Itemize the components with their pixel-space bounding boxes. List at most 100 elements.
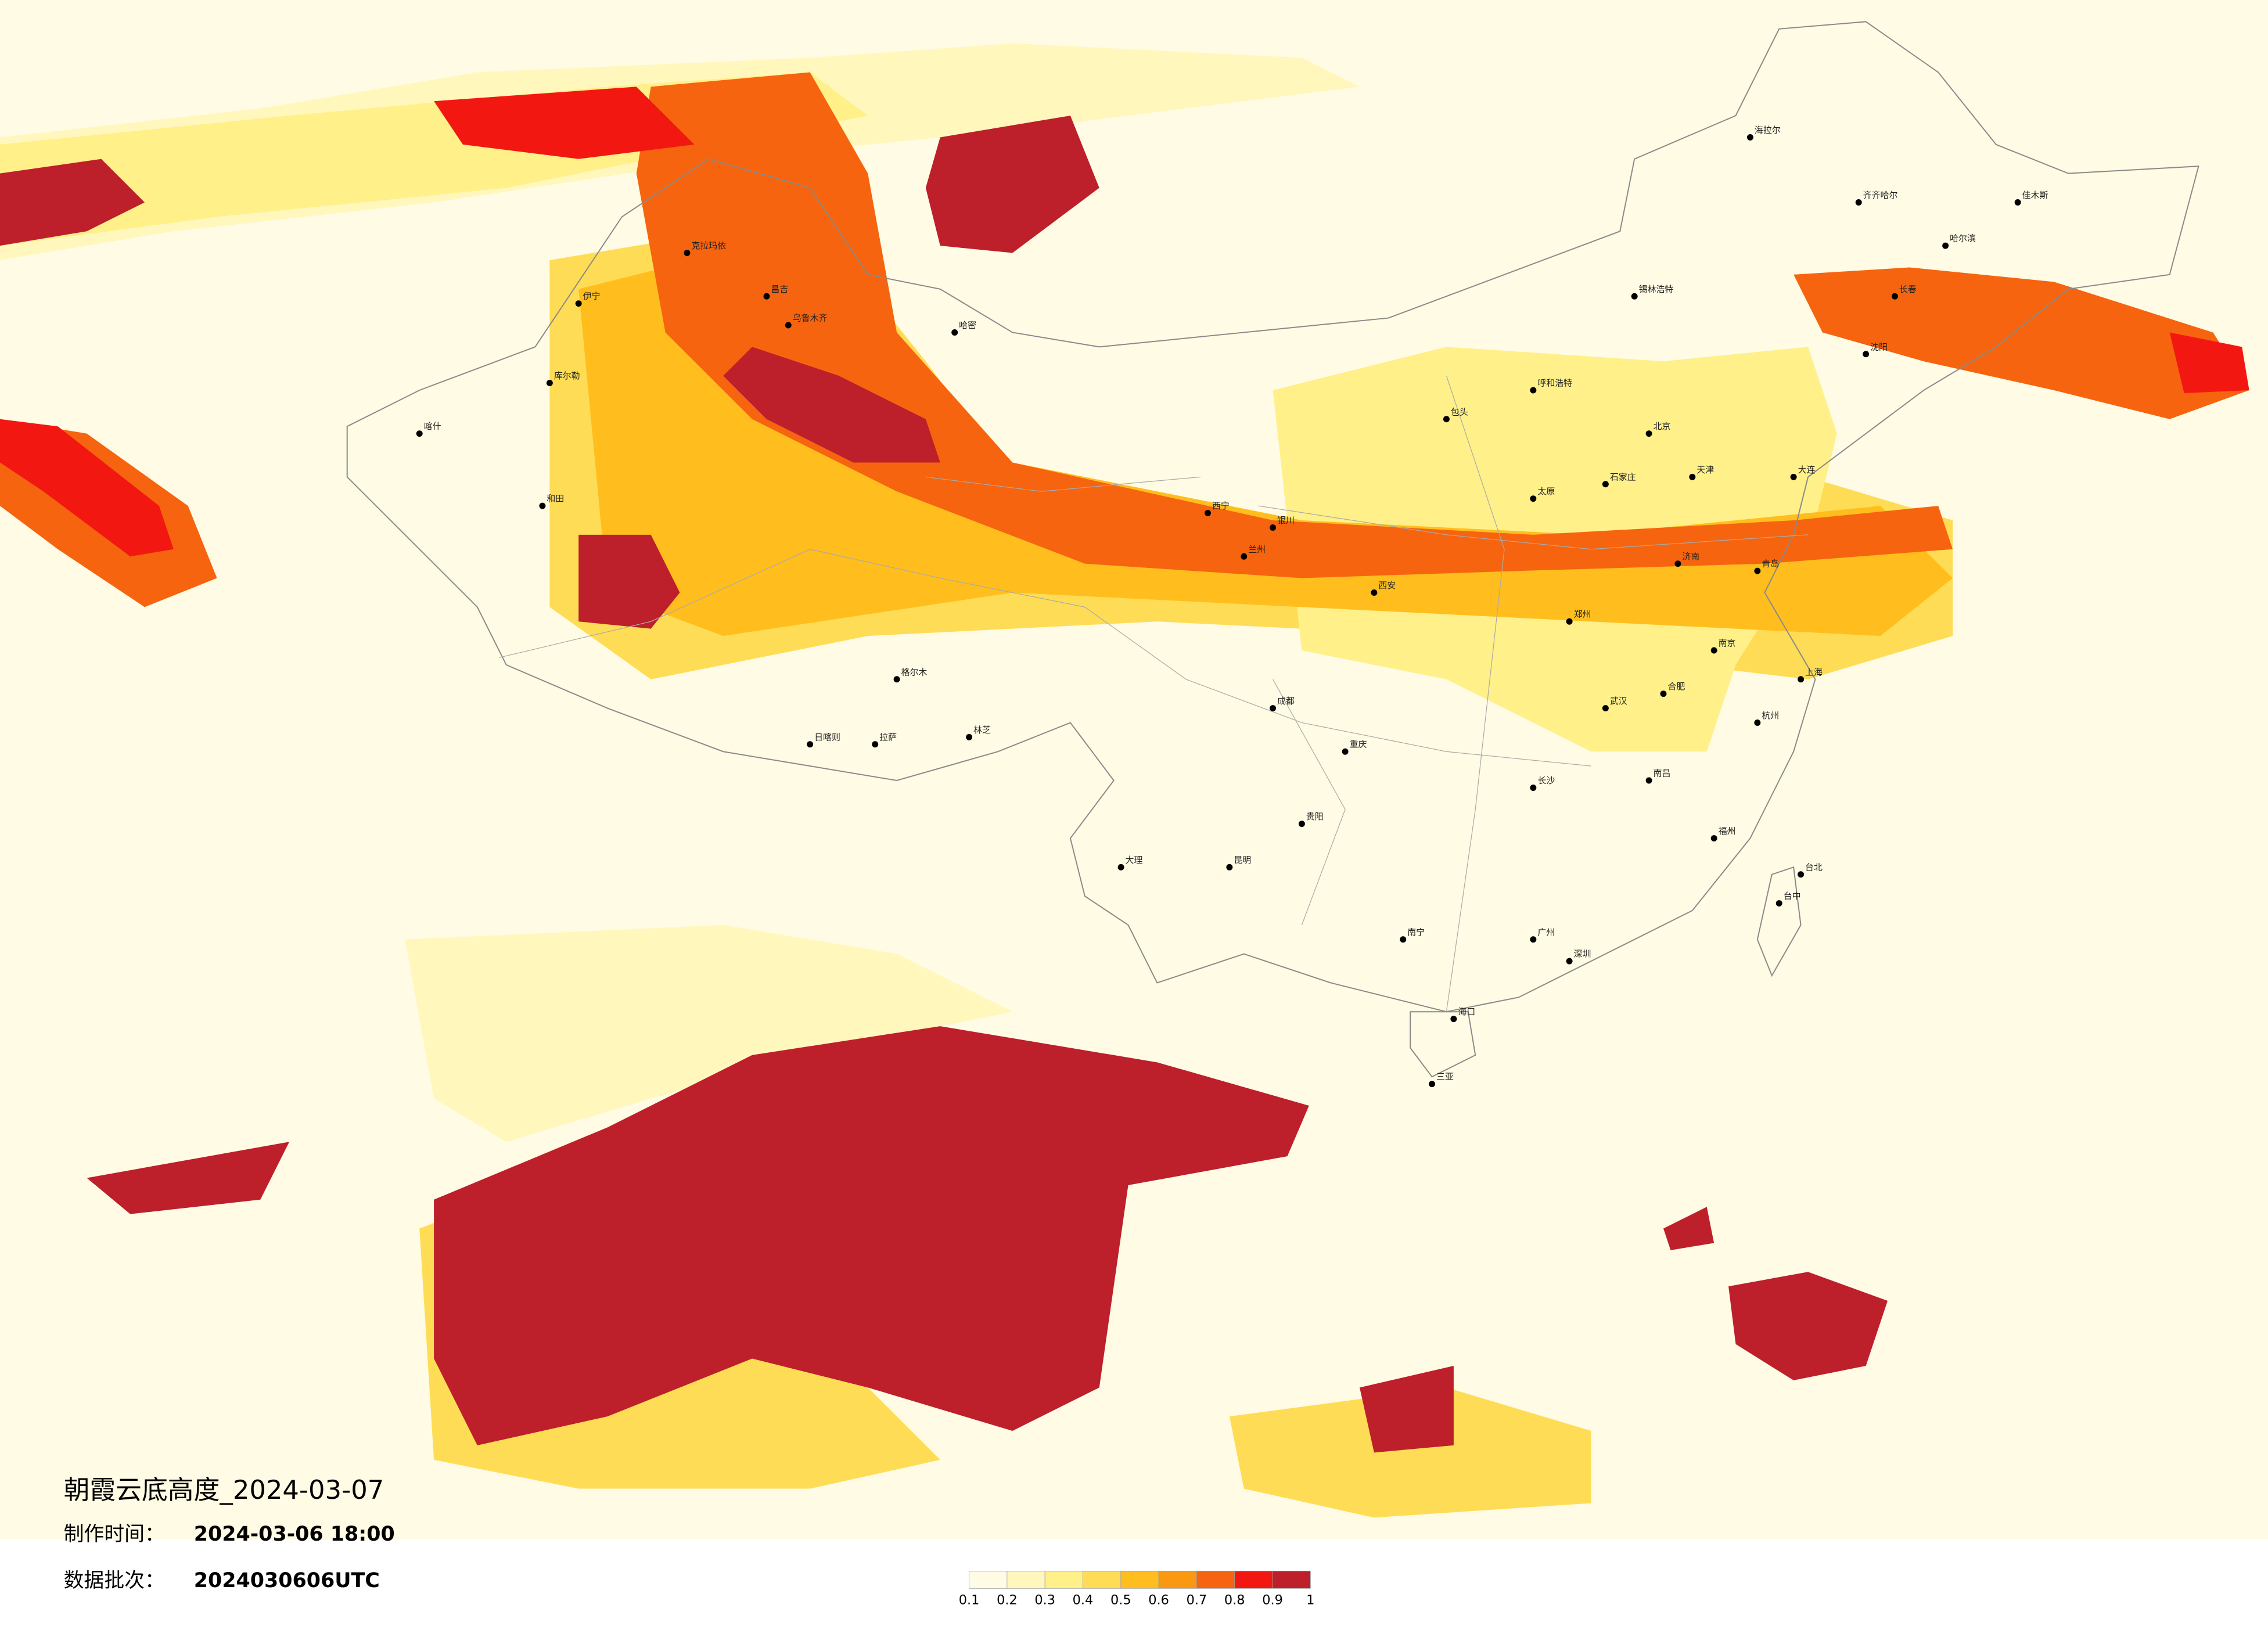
city-label: 广州: [1537, 927, 1555, 937]
city-label: 佳木斯: [2022, 190, 2048, 200]
colorbar-swatch: [969, 1571, 1008, 1589]
colorbar: 0.1 0.2 0.3 0.4 0.5 0.6 0.7 0.8 0.9 1: [959, 1571, 1314, 1608]
city-label: 包头: [1451, 406, 1468, 417]
city-label: 台中: [1784, 891, 1801, 901]
city-label: 深圳: [1574, 949, 1591, 959]
city-dot: [1371, 589, 1378, 596]
city-label: 重庆: [1350, 739, 1367, 750]
city-label: 哈密: [959, 320, 976, 330]
city-dot: [684, 250, 691, 257]
city-dot: [1660, 690, 1667, 697]
city-dot: [1863, 351, 1870, 358]
city-dot: [966, 733, 973, 740]
city-label: 林芝: [973, 725, 991, 735]
city-dot: [416, 430, 423, 437]
city-dot: [1798, 871, 1805, 878]
city-label: 海拉尔: [1755, 125, 1781, 135]
colorbar-swatch: [1272, 1571, 1311, 1589]
city-label: 格尔木: [901, 667, 928, 677]
colorbar-tick-label: 0.4: [1073, 1593, 1094, 1608]
field: [1360, 1366, 1454, 1453]
city-label: 北京: [1654, 421, 1671, 431]
batch: 2024030606UTC: [194, 1569, 380, 1592]
city-label: 福州: [1719, 826, 1736, 836]
map-title: 朝霞云底高度_2024-03-07: [64, 1474, 384, 1505]
city-dot: [1400, 936, 1407, 943]
made-label: 制作时间：: [64, 1523, 165, 1546]
city-label: 贵阳: [1306, 811, 1324, 822]
field: [1663, 1207, 1715, 1250]
field: [0, 419, 174, 557]
city-label: 兰州: [1248, 544, 1266, 555]
field: [578, 534, 680, 629]
city-dot: [1790, 473, 1797, 480]
city-label: 郑州: [1574, 609, 1591, 620]
field: [434, 1026, 1309, 1445]
colorbar-tick-label: 0.6: [1148, 1593, 1169, 1608]
city-label: 昆明: [1234, 855, 1251, 865]
city-label: 南昌: [1654, 768, 1671, 779]
city-label: 哈尔滨: [1950, 233, 1976, 244]
city-label: 昌吉: [771, 284, 788, 294]
colorbar-tick-label: 0.1: [959, 1593, 980, 1608]
city-label: 喀什: [424, 421, 441, 431]
city-label: 克拉玛依: [691, 240, 726, 251]
city-dot: [1645, 777, 1652, 784]
city-label: 西安: [1378, 580, 1396, 591]
city-dot: [1298, 821, 1305, 828]
city-dot: [1710, 835, 1717, 842]
city-dot: [1754, 567, 1761, 574]
field: [0, 159, 145, 246]
batch-label: 数据批次：: [64, 1569, 165, 1592]
colorbar-tick-label: 0.9: [1262, 1593, 1283, 1608]
city-dot: [1117, 864, 1124, 870]
city-dot: [2014, 199, 2021, 206]
city-label: 拉萨: [879, 732, 897, 742]
colorbar-tick-label: 1: [1306, 1593, 1314, 1608]
city-label: 乌鲁木齐: [793, 313, 828, 323]
colorbar-tick-label: 0.3: [1034, 1593, 1055, 1608]
country-outline: [346, 21, 2199, 1013]
city-label: 日喀则: [814, 732, 840, 742]
city-label: 呼和浩特: [1537, 378, 1572, 388]
city-dot: [1450, 1016, 1457, 1023]
field: [2169, 332, 2249, 393]
city-label: 武汉: [1610, 696, 1627, 706]
city-label: 石家庄: [1610, 472, 1636, 482]
city-dot: [1746, 134, 1753, 141]
city-dot: [1689, 473, 1696, 480]
colorbar-swatch: [1120, 1571, 1159, 1589]
city-label: 大理: [1126, 855, 1143, 865]
city-dot: [1798, 676, 1805, 683]
city-dot: [1443, 416, 1450, 423]
city-label: 长春: [1899, 284, 1917, 294]
colorbar-swatch: [1083, 1571, 1122, 1589]
city-label: 青岛: [1762, 559, 1779, 569]
city-dot: [763, 293, 770, 300]
city-label: 成都: [1277, 696, 1295, 706]
city-label: 上海: [1805, 667, 1823, 677]
city-label: 沈阳: [1870, 341, 1888, 352]
city-label: 太原: [1537, 486, 1555, 497]
city-dot: [1205, 510, 1211, 517]
field: [1728, 1272, 1888, 1380]
city-dot: [1566, 958, 1573, 965]
city-label: 天津: [1696, 465, 1714, 475]
city-dot: [893, 676, 900, 683]
city-dot: [1429, 1081, 1436, 1088]
colorbar-swatch: [1234, 1571, 1273, 1589]
city-dot: [1775, 900, 1782, 907]
field: [405, 924, 1013, 1142]
colorbar-tick-label: 0.2: [997, 1593, 1018, 1608]
island-outline: [1410, 866, 1802, 1078]
city-dot: [1674, 560, 1681, 567]
colorbar-tick-label: 0.5: [1110, 1593, 1131, 1608]
city-dot: [1530, 495, 1537, 502]
city-dot: [539, 502, 546, 509]
province-borders: [499, 375, 1809, 1012]
colorbar-swatch: [1196, 1571, 1235, 1589]
city-dot: [872, 741, 879, 748]
city-label: 齐齐哈尔: [1863, 190, 1898, 200]
city-label: 杭州: [1762, 710, 1779, 721]
